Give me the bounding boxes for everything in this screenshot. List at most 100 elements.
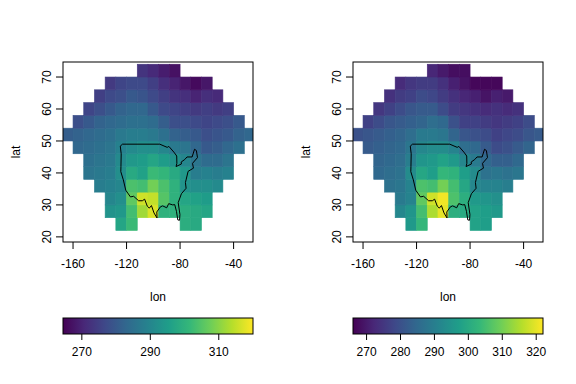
cell	[201, 154, 212, 167]
cell	[438, 103, 449, 116]
cell	[449, 192, 460, 205]
cell	[374, 141, 385, 154]
cell	[395, 154, 406, 167]
cell	[363, 115, 374, 128]
cell	[137, 90, 148, 103]
cell	[148, 167, 159, 180]
cell	[459, 64, 470, 77]
cell	[459, 115, 470, 128]
cell	[481, 218, 492, 231]
cell	[438, 141, 449, 154]
cell	[481, 192, 492, 205]
cell	[449, 128, 460, 141]
colorbar-tick-label: 270	[357, 345, 377, 359]
cell	[491, 90, 502, 103]
canvas: -160-120-80-40203040506070lonlat27029031…	[0, 0, 576, 384]
cell	[201, 90, 212, 103]
panel: -160-120-80-40203040506070lonlat27028029…	[299, 62, 547, 359]
y-tick-label: 30	[40, 198, 54, 212]
cell	[395, 141, 406, 154]
cells	[63, 64, 253, 230]
plot-frame	[353, 62, 543, 242]
cell	[481, 115, 492, 128]
cell	[137, 128, 148, 141]
cell	[513, 115, 524, 128]
cell	[223, 167, 234, 180]
cell	[438, 192, 449, 205]
y-tick	[56, 108, 63, 109]
cell	[384, 141, 395, 154]
x-tick	[470, 242, 471, 249]
y-tick-label: 60	[40, 102, 54, 116]
cell	[148, 128, 159, 141]
cell	[449, 154, 460, 167]
cell	[94, 154, 105, 167]
cell	[94, 90, 105, 103]
cell	[449, 64, 460, 77]
cell	[180, 77, 191, 90]
cell	[384, 179, 395, 192]
cell	[127, 103, 138, 116]
cell	[201, 77, 212, 90]
colorbar-tick-label: 310	[492, 345, 512, 359]
cell	[169, 90, 180, 103]
cell	[127, 205, 138, 218]
cell	[449, 115, 460, 128]
cell	[481, 103, 492, 116]
cell	[427, 141, 438, 154]
cell	[201, 141, 212, 154]
cell	[459, 179, 470, 192]
colorbar-tick	[468, 334, 469, 340]
cell	[363, 141, 374, 154]
cell	[438, 115, 449, 128]
x-tick-label: -80	[461, 257, 479, 271]
cell	[148, 141, 159, 154]
cell	[201, 205, 212, 218]
cell	[105, 103, 116, 116]
cell	[513, 167, 524, 180]
cell	[169, 141, 180, 154]
cell	[234, 141, 245, 154]
cell	[417, 218, 428, 231]
x-tick-label: -120	[115, 257, 139, 271]
cell	[148, 115, 159, 128]
cell	[127, 90, 138, 103]
cell	[180, 167, 191, 180]
cell	[395, 128, 406, 141]
cell	[481, 90, 492, 103]
cell	[449, 167, 460, 180]
cell	[481, 77, 492, 90]
cell	[137, 154, 148, 167]
colorbar-tick-label: 300	[458, 345, 478, 359]
cell	[513, 128, 524, 141]
cell	[212, 167, 223, 180]
y-tick	[346, 172, 353, 173]
cell	[234, 115, 245, 128]
colorbar-tick	[434, 334, 435, 340]
cell	[191, 77, 202, 90]
colorbar-tick	[400, 334, 401, 340]
cell	[427, 179, 438, 192]
cell	[470, 115, 481, 128]
cell	[148, 192, 159, 205]
cell	[180, 128, 191, 141]
cell	[459, 128, 470, 141]
country-outline	[120, 144, 197, 220]
cell	[417, 179, 428, 192]
cell	[223, 115, 234, 128]
cell	[169, 154, 180, 167]
cell	[84, 167, 95, 180]
cell	[159, 179, 170, 192]
x-tick	[233, 242, 234, 249]
cell	[459, 103, 470, 116]
cell	[417, 128, 428, 141]
y-tick	[346, 204, 353, 205]
cell	[395, 77, 406, 90]
colorbar-tick	[366, 334, 367, 340]
y-tick	[56, 236, 63, 237]
cell	[491, 205, 502, 218]
cell	[159, 192, 170, 205]
cell	[470, 141, 481, 154]
cell	[502, 90, 513, 103]
cell	[116, 90, 127, 103]
